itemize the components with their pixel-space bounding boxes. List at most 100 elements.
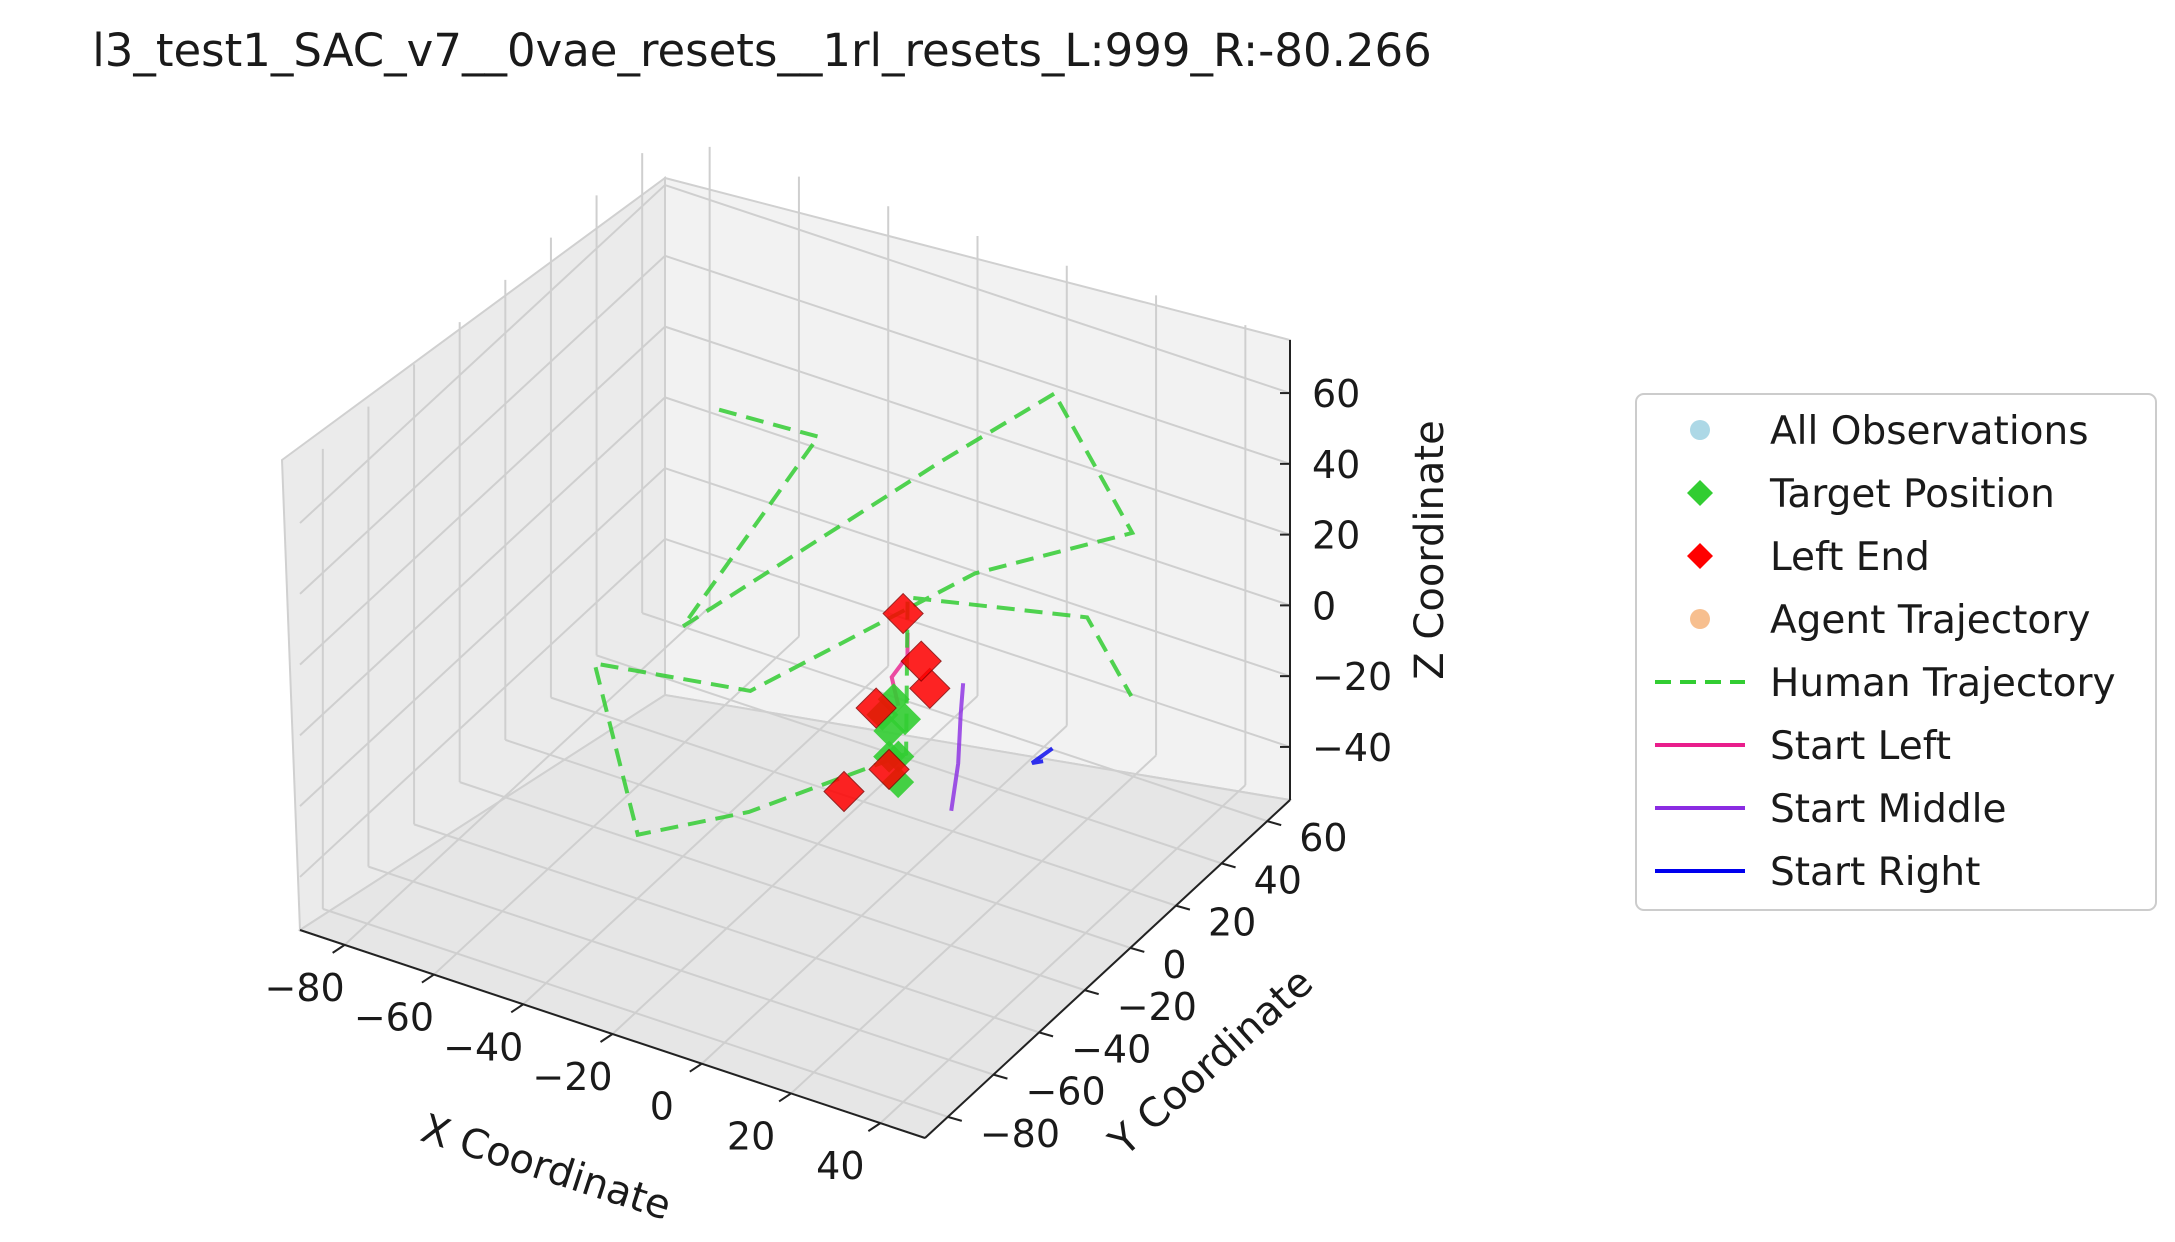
z-grid-line (299, 396, 666, 737)
left-end-marker (823, 770, 865, 813)
plot-data (591, 390, 1136, 838)
legend-marker-all-observations (1690, 420, 1710, 440)
z-grid-line (664, 184, 1291, 395)
z-grid-line (664, 325, 1291, 536)
legend-label-all-observations: All Observations (1770, 409, 2089, 454)
y-tick-label: −40 (1071, 1027, 1151, 1071)
y-grid-line (368, 865, 994, 1076)
y-tick-mark (1266, 820, 1282, 827)
z-tick-label: 0 (1312, 584, 1336, 628)
y-tick-mark (1175, 904, 1191, 911)
chart-title: l3_test1_SAC_v7__0vae_resets__1rl_resets… (92, 24, 1432, 77)
y-tick-mark (1221, 862, 1236, 869)
y-tick-label: −20 (1117, 985, 1197, 1029)
legend-label-start-right: Start Right (1770, 850, 1980, 895)
y-tick-mark (947, 1115, 963, 1122)
legend-marker-left-end (1687, 543, 1713, 569)
legend-item-target-position: Target Position (1687, 472, 2055, 517)
legend-item-start-left: Start Left (1655, 724, 1951, 769)
x-grid-line (343, 606, 711, 946)
y-grid-line (641, 612, 1268, 823)
x-tick-label: 40 (816, 1144, 864, 1188)
x-grid-line (790, 754, 1157, 1095)
left-end-marker (855, 687, 897, 729)
legend-box (1635, 393, 2157, 911)
legend-label-human-trajectory: Human Trajectory (1770, 661, 2116, 706)
x-grid-line (522, 665, 889, 1006)
legend-item-start-right: Start Right (1655, 850, 1980, 895)
z-grid-line (299, 467, 666, 807)
z-grid-line (299, 184, 666, 524)
y-grid-line (322, 907, 949, 1118)
x-tick-label: −80 (265, 966, 345, 1010)
z-grid-line (664, 396, 1291, 607)
x-ticks: −80−60−40−20 0 20 40 (265, 944, 881, 1188)
left-end-marker (882, 592, 924, 635)
x-tick-mark (778, 1092, 792, 1103)
z-tick-label: 20 (1312, 514, 1360, 558)
legend-item-all-observations: All Observations (1690, 409, 2089, 454)
y-grid-line (504, 738, 1131, 949)
x-tick-mark (599, 1033, 614, 1043)
x-tick-label: 20 (727, 1114, 775, 1158)
legend-label-target-position: Target Position (1769, 472, 2055, 517)
legend-item-agent-trajectory: Agent Trajectory (1690, 598, 2090, 643)
axes-panes (280, 176, 1293, 1140)
y-grid-line (459, 781, 1086, 992)
y-tick-label: −80 (980, 1112, 1060, 1156)
y-axis-line (924, 799, 1291, 1139)
y-tick-label: −60 (1025, 1070, 1105, 1114)
x-tick-mark (689, 1062, 703, 1073)
y-tick-mark (1130, 946, 1145, 953)
x-tick-label: −20 (532, 1055, 612, 1099)
z-grid-line (299, 538, 666, 878)
z-tick-label: 60 (1312, 372, 1360, 416)
x-tick-label: 0 (650, 1085, 674, 1129)
z-grid-line (299, 255, 666, 595)
left-end-marker (900, 640, 942, 682)
legend: All Observations Target Position Left End A… (1635, 393, 2157, 911)
start-middle-line (949, 683, 966, 812)
z-axis-label: Z Coordinate (1407, 420, 1453, 679)
legend-item-left-end: Left End (1687, 535, 1930, 580)
z-ticks: −40 −20 0 20 40 60 (1280, 372, 1392, 770)
legend-marker-agent-trajectory (1690, 609, 1710, 629)
z-grid-line (299, 325, 666, 666)
legend-label-start-middle: Start Middle (1770, 787, 2007, 832)
y-tick-label: 0 (1162, 943, 1186, 987)
y-tick-mark (1038, 1031, 1054, 1038)
x-tick-mark (332, 944, 346, 954)
x-tick-label: −40 (443, 1025, 523, 1069)
z-tick-label: 40 (1312, 443, 1360, 487)
x-axis-label: X Coordinate (416, 1106, 677, 1230)
human-trajectory-line (591, 390, 1136, 838)
x-tick-mark (867, 1122, 881, 1132)
legend-item-start-middle: Start Middle (1655, 787, 2007, 832)
y-tick-label: 40 (1254, 858, 1302, 902)
y-tick-mark (1084, 989, 1099, 996)
x-grid-line (433, 635, 800, 976)
y-tick-label: 20 (1208, 901, 1256, 945)
left-end-marker (868, 748, 910, 791)
x-grid-line (701, 724, 1068, 1065)
x-grid-line (879, 784, 1247, 1124)
legend-item-human-trajectory: Human Trajectory (1655, 661, 2116, 706)
y-tick-label: 60 (1299, 816, 1347, 860)
z-tick-label: −20 (1312, 655, 1392, 699)
x-tick-mark (421, 973, 435, 984)
legend-label-agent-trajectory: Agent Trajectory (1770, 598, 2090, 643)
y-tick-mark (993, 1073, 1008, 1080)
legend-label-left-end: Left End (1770, 535, 1930, 580)
z-tick-label: −40 (1312, 726, 1392, 770)
grid-lines (299, 146, 1291, 1124)
x-tick-label: −60 (354, 996, 434, 1040)
legend-label-start-left: Start Left (1770, 724, 1951, 769)
z-grid-line (664, 254, 1291, 465)
legend-marker-target-position (1687, 480, 1713, 506)
y-grid-line (550, 696, 1177, 907)
y-grid-line (413, 823, 1040, 1034)
start-right-line (1030, 746, 1054, 766)
x-tick-mark (510, 1003, 524, 1014)
